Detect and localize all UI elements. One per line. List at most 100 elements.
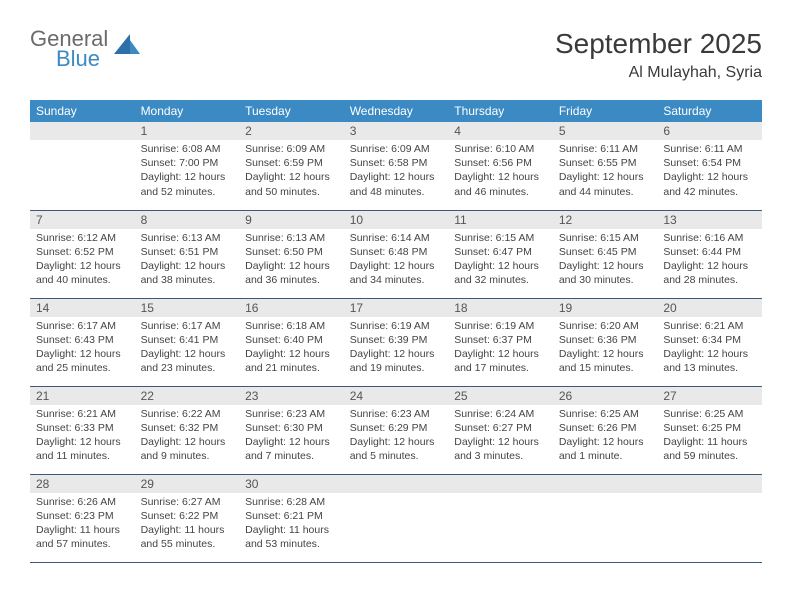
- cell-body: Sunrise: 6:23 AMSunset: 6:29 PMDaylight:…: [344, 405, 449, 468]
- sunrise-text: Sunrise: 6:16 AM: [663, 231, 756, 245]
- cell-body: Sunrise: 6:23 AMSunset: 6:30 PMDaylight:…: [239, 405, 344, 468]
- cell-body: Sunrise: 6:21 AMSunset: 6:33 PMDaylight:…: [30, 405, 135, 468]
- sunrise-text: Sunrise: 6:10 AM: [454, 142, 547, 156]
- cell-body: Sunrise: 6:24 AMSunset: 6:27 PMDaylight:…: [448, 405, 553, 468]
- sunset-text: Sunset: 6:21 PM: [245, 509, 338, 523]
- sunset-text: Sunset: 6:56 PM: [454, 156, 547, 170]
- sunrise-text: Sunrise: 6:08 AM: [141, 142, 234, 156]
- calendar-cell: 28Sunrise: 6:26 AMSunset: 6:23 PMDayligh…: [30, 474, 135, 562]
- calendar-cell: 11Sunrise: 6:15 AMSunset: 6:47 PMDayligh…: [448, 210, 553, 298]
- sunrise-text: Sunrise: 6:12 AM: [36, 231, 129, 245]
- calendar-cell: 4Sunrise: 6:10 AMSunset: 6:56 PMDaylight…: [448, 122, 553, 210]
- calendar-cell: 25Sunrise: 6:24 AMSunset: 6:27 PMDayligh…: [448, 386, 553, 474]
- calendar-cell: 26Sunrise: 6:25 AMSunset: 6:26 PMDayligh…: [553, 386, 658, 474]
- cell-body: Sunrise: 6:25 AMSunset: 6:25 PMDaylight:…: [657, 405, 762, 468]
- sunrise-text: Sunrise: 6:15 AM: [559, 231, 652, 245]
- cell-body: Sunrise: 6:19 AMSunset: 6:39 PMDaylight:…: [344, 317, 449, 380]
- calendar-cell: 10Sunrise: 6:14 AMSunset: 6:48 PMDayligh…: [344, 210, 449, 298]
- day-number: 15: [135, 299, 240, 317]
- sunset-text: Sunset: 6:47 PM: [454, 245, 547, 259]
- brand-word-2: Blue: [56, 48, 108, 70]
- daylight-text: Daylight: 12 hours and 48 minutes.: [350, 170, 443, 198]
- daylight-text: Daylight: 12 hours and 13 minutes.: [663, 347, 756, 375]
- sunrise-text: Sunrise: 6:21 AM: [36, 407, 129, 421]
- cell-body: [344, 493, 449, 553]
- calendar-cell: 15Sunrise: 6:17 AMSunset: 6:41 PMDayligh…: [135, 298, 240, 386]
- calendar-cell: 2Sunrise: 6:09 AMSunset: 6:59 PMDaylight…: [239, 122, 344, 210]
- calendar-cell: 12Sunrise: 6:15 AMSunset: 6:45 PMDayligh…: [553, 210, 658, 298]
- day-number: 23: [239, 387, 344, 405]
- sunrise-text: Sunrise: 6:19 AM: [350, 319, 443, 333]
- sunset-text: Sunset: 6:50 PM: [245, 245, 338, 259]
- calendar-row: 28Sunrise: 6:26 AMSunset: 6:23 PMDayligh…: [30, 474, 762, 562]
- calendar-row: 14Sunrise: 6:17 AMSunset: 6:43 PMDayligh…: [30, 298, 762, 386]
- daylight-text: Daylight: 12 hours and 19 minutes.: [350, 347, 443, 375]
- calendar-cell: 16Sunrise: 6:18 AMSunset: 6:40 PMDayligh…: [239, 298, 344, 386]
- cell-body: Sunrise: 6:14 AMSunset: 6:48 PMDaylight:…: [344, 229, 449, 292]
- daylight-text: Daylight: 12 hours and 3 minutes.: [454, 435, 547, 463]
- sunrise-text: Sunrise: 6:25 AM: [559, 407, 652, 421]
- calendar-cell: [553, 474, 658, 562]
- daylight-text: Daylight: 11 hours and 53 minutes.: [245, 523, 338, 551]
- daylight-text: Daylight: 11 hours and 59 minutes.: [663, 435, 756, 463]
- day-number: 7: [30, 211, 135, 229]
- header: General Blue September 2025 Al Mulayhah,…: [30, 28, 762, 82]
- cell-body: [553, 493, 658, 553]
- cell-body: Sunrise: 6:13 AMSunset: 6:51 PMDaylight:…: [135, 229, 240, 292]
- cell-body: Sunrise: 6:11 AMSunset: 6:55 PMDaylight:…: [553, 140, 658, 203]
- day-number: 18: [448, 299, 553, 317]
- sunrise-text: Sunrise: 6:11 AM: [663, 142, 756, 156]
- daylight-text: Daylight: 12 hours and 1 minute.: [559, 435, 652, 463]
- day-number: 22: [135, 387, 240, 405]
- calendar-cell: 23Sunrise: 6:23 AMSunset: 6:30 PMDayligh…: [239, 386, 344, 474]
- cell-body: Sunrise: 6:08 AMSunset: 7:00 PMDaylight:…: [135, 140, 240, 203]
- sunrise-text: Sunrise: 6:28 AM: [245, 495, 338, 509]
- calendar-head: SundayMondayTuesdayWednesdayThursdayFrid…: [30, 100, 762, 122]
- daylight-text: Daylight: 12 hours and 25 minutes.: [36, 347, 129, 375]
- daylight-text: Daylight: 12 hours and 28 minutes.: [663, 259, 756, 287]
- sunrise-text: Sunrise: 6:15 AM: [454, 231, 547, 245]
- sunrise-text: Sunrise: 6:09 AM: [350, 142, 443, 156]
- day-number: 19: [553, 299, 658, 317]
- daylight-text: Daylight: 12 hours and 23 minutes.: [141, 347, 234, 375]
- cell-body: Sunrise: 6:25 AMSunset: 6:26 PMDaylight:…: [553, 405, 658, 468]
- calendar-cell: 13Sunrise: 6:16 AMSunset: 6:44 PMDayligh…: [657, 210, 762, 298]
- weekday-header: Friday: [553, 100, 658, 122]
- day-number: [553, 475, 658, 493]
- sunrise-text: Sunrise: 6:26 AM: [36, 495, 129, 509]
- sunrise-text: Sunrise: 6:19 AM: [454, 319, 547, 333]
- brand-logo: General Blue: [30, 28, 140, 70]
- daylight-text: Daylight: 12 hours and 38 minutes.: [141, 259, 234, 287]
- weekday-header: Thursday: [448, 100, 553, 122]
- sunset-text: Sunset: 6:39 PM: [350, 333, 443, 347]
- calendar-cell: 22Sunrise: 6:22 AMSunset: 6:32 PMDayligh…: [135, 386, 240, 474]
- day-number: 29: [135, 475, 240, 493]
- calendar-cell: 18Sunrise: 6:19 AMSunset: 6:37 PMDayligh…: [448, 298, 553, 386]
- calendar-cell: 9Sunrise: 6:13 AMSunset: 6:50 PMDaylight…: [239, 210, 344, 298]
- cell-body: Sunrise: 6:13 AMSunset: 6:50 PMDaylight:…: [239, 229, 344, 292]
- day-number: 16: [239, 299, 344, 317]
- day-number: 21: [30, 387, 135, 405]
- sunset-text: Sunset: 6:41 PM: [141, 333, 234, 347]
- cell-body: Sunrise: 6:09 AMSunset: 6:58 PMDaylight:…: [344, 140, 449, 203]
- daylight-text: Daylight: 12 hours and 21 minutes.: [245, 347, 338, 375]
- calendar-cell: 20Sunrise: 6:21 AMSunset: 6:34 PMDayligh…: [657, 298, 762, 386]
- calendar-cell: [344, 474, 449, 562]
- cell-body: Sunrise: 6:22 AMSunset: 6:32 PMDaylight:…: [135, 405, 240, 468]
- day-number: 26: [553, 387, 658, 405]
- calendar-cell: 17Sunrise: 6:19 AMSunset: 6:39 PMDayligh…: [344, 298, 449, 386]
- calendar-cell: 5Sunrise: 6:11 AMSunset: 6:55 PMDaylight…: [553, 122, 658, 210]
- daylight-text: Daylight: 12 hours and 52 minutes.: [141, 170, 234, 198]
- cell-body: Sunrise: 6:10 AMSunset: 6:56 PMDaylight:…: [448, 140, 553, 203]
- calendar-cell: 27Sunrise: 6:25 AMSunset: 6:25 PMDayligh…: [657, 386, 762, 474]
- title-block: September 2025 Al Mulayhah, Syria: [555, 28, 762, 82]
- sunset-text: Sunset: 6:36 PM: [559, 333, 652, 347]
- sunrise-text: Sunrise: 6:24 AM: [454, 407, 547, 421]
- sunrise-text: Sunrise: 6:23 AM: [245, 407, 338, 421]
- day-number: 14: [30, 299, 135, 317]
- sunset-text: Sunset: 6:54 PM: [663, 156, 756, 170]
- sunset-text: Sunset: 6:34 PM: [663, 333, 756, 347]
- day-number: 2: [239, 122, 344, 140]
- day-number: 4: [448, 122, 553, 140]
- cell-body: Sunrise: 6:16 AMSunset: 6:44 PMDaylight:…: [657, 229, 762, 292]
